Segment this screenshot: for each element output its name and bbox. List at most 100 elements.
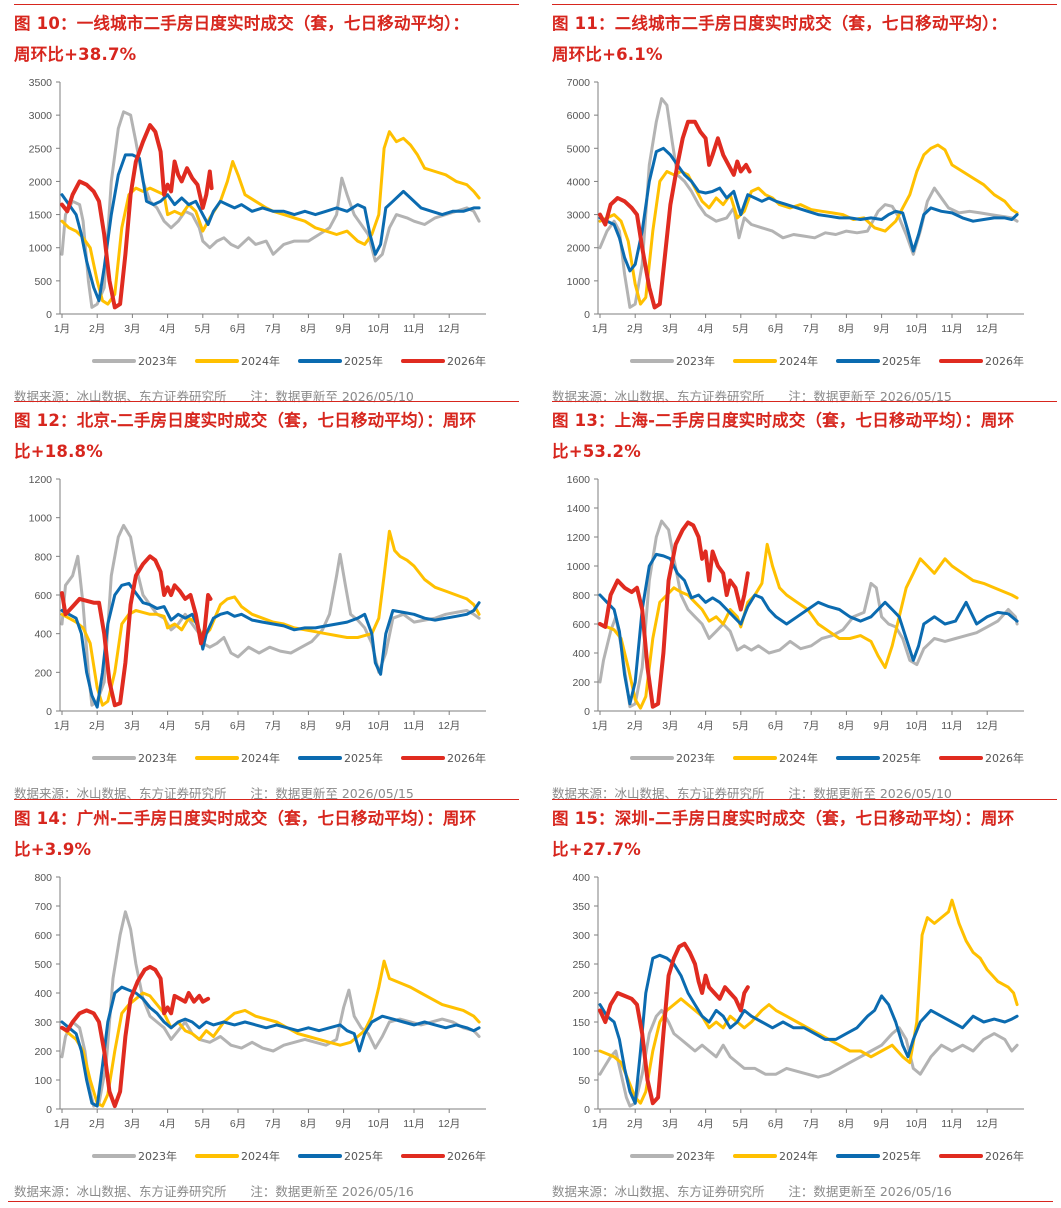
x-tick-label: 7月 — [803, 323, 819, 335]
y-tick-label: 200 — [572, 988, 590, 1000]
x-tick-label: 2月 — [89, 1118, 105, 1130]
series-line-2025 — [60, 581, 481, 709]
line-chart: 0 100 200 300 400 500 600 700 800 1月 2月 3月 4月 5月 6月 7月 8… — [34, 872, 486, 1163]
figure-subtitle: 比+27.7% — [552, 840, 641, 859]
y-tick-label: 1000 — [567, 276, 591, 288]
y-tick-label: 6000 — [567, 110, 591, 122]
legend-label-2026: 2026年 — [447, 354, 486, 368]
x-tick-label: 8月 — [838, 1118, 854, 1130]
source-note: 数据来源：冰山数据、东方证券研究所 注：数据更新至 2026/05/10 — [552, 786, 952, 801]
series-line-2023 — [598, 519, 1019, 709]
chart-panel: 图 12：北京-二手房日度实时成交（套，七日移动平均）：周环 比+18.8% 0 20… — [14, 401, 534, 801]
x-tick-label: 9月 — [873, 323, 889, 335]
x-tick-label: 1月 — [54, 323, 70, 335]
chart-panel: 图 10：一线城市二手房日度实时成交（套，七日移动平均）： 周环比+38.7% 0 5… — [14, 4, 534, 404]
y-tick-label: 1000 — [29, 243, 53, 255]
x-tick-label: 3月 — [124, 323, 140, 335]
legend-label-2023: 2023年 — [138, 354, 177, 368]
x-tick-label: 5月 — [733, 1118, 749, 1130]
x-tick-label: 12月 — [976, 323, 998, 335]
x-tick-label: 5月 — [195, 323, 211, 335]
y-tick-label: 0 — [584, 1104, 590, 1116]
x-tick-label: 2月 — [89, 720, 105, 732]
legend-label-2025: 2025年 — [344, 751, 383, 765]
series-line-2026 — [60, 554, 213, 708]
y-tick-label: 150 — [572, 1017, 590, 1029]
x-tick-label: 10月 — [906, 323, 928, 335]
x-tick-label: 7月 — [803, 720, 819, 732]
x-tick-label: 3月 — [662, 720, 678, 732]
legend-label-2023: 2023年 — [138, 751, 177, 765]
x-tick-label: 2月 — [89, 323, 105, 335]
y-tick-label: 2000 — [29, 176, 53, 188]
x-tick-label: 7月 — [265, 720, 281, 732]
x-tick-label: 8月 — [300, 720, 316, 732]
figure-subtitle: 周环比+6.1% — [552, 45, 663, 64]
y-tick-label: 1500 — [29, 210, 53, 222]
source-note: 数据来源：冰山数据、东方证券研究所 注：数据更新至 2026/05/16 — [552, 1184, 952, 1199]
x-tick-label: 5月 — [733, 323, 749, 335]
y-tick-label: 400 — [34, 629, 52, 641]
source-note: 数据来源：冰山数据、东方证券研究所 注：数据更新至 2026/05/15 — [14, 786, 414, 801]
series-line-2023 — [60, 110, 481, 309]
source-note: 数据来源：冰山数据、东方证券研究所 注：数据更新至 2026/05/10 — [14, 389, 414, 404]
x-tick-label: 12月 — [438, 323, 460, 335]
legend-label-2025: 2025年 — [882, 751, 921, 765]
x-tick-label: 6月 — [230, 720, 246, 732]
page-bottom-divider — [8, 1201, 1053, 1202]
figure-title-text: 图 15：深圳-二手房日度实时成交（套，七日移动平均）：周环 — [552, 809, 1015, 828]
legend-label-2025: 2025年 — [344, 1149, 383, 1163]
legend-label-2024: 2024年 — [779, 354, 818, 368]
figure-subtitle: 比+18.8% — [14, 442, 103, 461]
chart-panel: 图 15：深圳-二手房日度实时成交（套，七日移动平均）：周环 比+27.7% 0 50… — [552, 799, 1061, 1199]
series-line-2026 — [60, 123, 214, 310]
legend-label-2025: 2025年 — [882, 354, 921, 368]
y-tick-label: 300 — [34, 1017, 52, 1029]
x-tick-label: 9月 — [335, 720, 351, 732]
y-tick-label: 1000 — [29, 513, 53, 525]
y-tick-label: 0 — [46, 706, 52, 718]
y-tick-label: 500 — [34, 959, 52, 971]
x-tick-label: 10月 — [906, 720, 928, 732]
figure-title: 图 10：一线城市二手房日度实时成交（套，七日移动平均）： 周环比+38.7% — [14, 8, 514, 70]
y-tick-label: 500 — [34, 276, 52, 288]
y-tick-label: 700 — [34, 901, 52, 913]
y-tick-label: 400 — [572, 648, 590, 660]
x-tick-label: 4月 — [697, 323, 713, 335]
legend-label-2024: 2024年 — [241, 1149, 280, 1163]
y-tick-label: 600 — [34, 930, 52, 942]
series-line-2024 — [60, 959, 481, 1108]
legend-label-2026: 2026年 — [447, 1149, 486, 1163]
figure-title: 图 12：北京-二手房日度实时成交（套，七日移动平均）：周环 比+18.8% — [14, 405, 514, 467]
series-line-2023 — [598, 97, 1019, 309]
y-tick-label: 800 — [34, 551, 52, 563]
legend-label-2026: 2026年 — [985, 751, 1024, 765]
figure-title-text: 图 11：二线城市二手房日度实时成交（套，七日移动平均）： — [552, 14, 1008, 33]
legend-label-2024: 2024年 — [779, 751, 818, 765]
series-line-2024 — [598, 143, 1019, 306]
y-tick-label: 350 — [572, 901, 590, 913]
series-line-2024 — [598, 898, 1019, 1105]
line-chart: 0 500 1000 1500 2000 2500 3000 3500 1月 2月 3月 4月 5月 6月… — [29, 77, 486, 368]
x-tick-label: 8月 — [838, 323, 854, 335]
y-tick-label: 1000 — [567, 561, 591, 573]
x-tick-label: 4月 — [159, 720, 175, 732]
y-tick-label: 800 — [572, 590, 590, 602]
source-note: 数据来源：冰山数据、东方证券研究所 注：数据更新至 2026/05/16 — [14, 1184, 414, 1199]
panel-divider — [552, 799, 1057, 800]
chart-panel: 图 11：二线城市二手房日度实时成交（套，七日移动平均）： 周环比+6.1% 0 10… — [552, 4, 1061, 404]
y-tick-label: 100 — [572, 1046, 590, 1058]
figure-title-text: 图 10：一线城市二手房日度实时成交（套，七日移动平均）： — [14, 14, 470, 33]
x-tick-label: 9月 — [873, 1118, 889, 1130]
y-tick-label: 0 — [46, 309, 52, 321]
x-tick-label: 7月 — [265, 1118, 281, 1130]
panel-divider — [552, 4, 1057, 5]
y-tick-label: 200 — [34, 1046, 52, 1058]
x-tick-label: 4月 — [697, 1118, 713, 1130]
legend-label-2025: 2025年 — [344, 354, 383, 368]
series-line-2023 — [60, 523, 481, 707]
x-tick-label: 3月 — [124, 720, 140, 732]
x-tick-label: 12月 — [438, 720, 460, 732]
x-tick-label: 6月 — [230, 323, 246, 335]
source-note: 数据来源：冰山数据、东方证券研究所 注：数据更新至 2026/05/15 — [552, 389, 952, 404]
